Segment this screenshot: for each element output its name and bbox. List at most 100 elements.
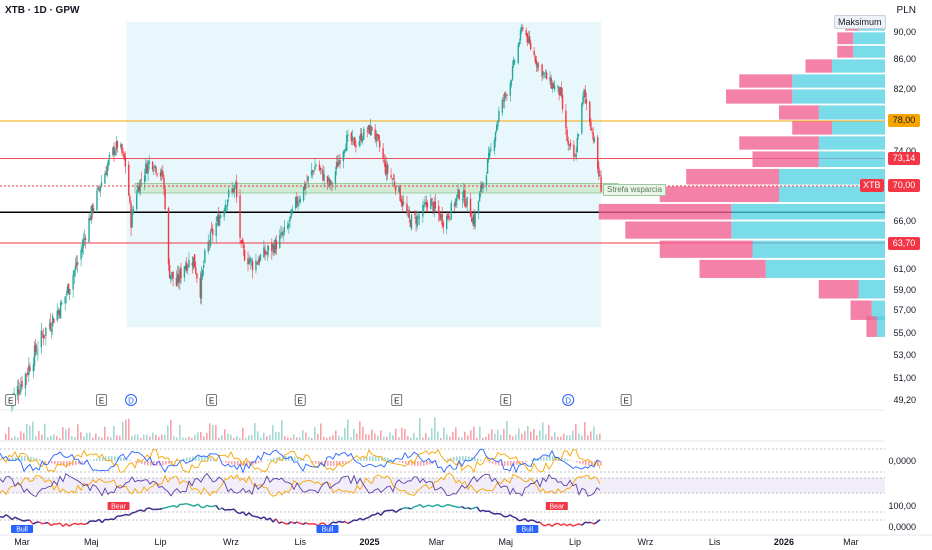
candle [418, 213, 421, 225]
candle-body [200, 274, 203, 299]
osc1-signal-line [0, 448, 601, 474]
candle [224, 199, 226, 214]
volume-bar [161, 434, 163, 440]
osc3-segment [569, 523, 574, 527]
candle [382, 143, 384, 164]
candle [184, 260, 187, 272]
candle-body [599, 174, 601, 177]
osc1-hist [234, 461, 236, 466]
candle-body [266, 251, 268, 255]
osc1-hist [402, 461, 404, 464]
candle [464, 183, 466, 208]
osc1-hist [36, 458, 38, 461]
candle-body [185, 262, 188, 271]
time-tick-label: Lis [709, 537, 721, 547]
candle-body [223, 210, 225, 217]
price-tick-label: 53,00 [893, 350, 916, 360]
volume-bar [419, 418, 421, 440]
time-tick-label: 2026 [774, 537, 794, 547]
volume-bar [500, 434, 502, 440]
candle [136, 189, 138, 211]
volume-bar [365, 434, 367, 440]
osc3-segment [107, 518, 112, 521]
osc1-hist [405, 461, 407, 465]
volume-bar [410, 437, 412, 440]
candle [390, 168, 392, 180]
candle-body [116, 141, 119, 148]
signal-label: Bear [545, 502, 568, 511]
candle [232, 188, 234, 194]
candle-body [179, 269, 181, 283]
candle-body [218, 216, 221, 226]
candle [567, 136, 569, 151]
candle-body [367, 125, 370, 131]
candle-body [178, 274, 180, 283]
candle-body [184, 265, 187, 269]
osc3-segment [233, 508, 238, 513]
candle-body [112, 147, 114, 156]
candle-body [259, 255, 262, 261]
candle [49, 313, 52, 332]
volume-bar [218, 437, 220, 440]
candle-body [600, 177, 602, 192]
volume-bar [233, 437, 235, 440]
candle [140, 171, 142, 187]
candle [416, 211, 418, 230]
candle [120, 142, 122, 150]
event-marker: E [5, 394, 17, 406]
volume-bar [521, 433, 523, 440]
candle-body [347, 134, 349, 136]
event-marker: D [562, 394, 575, 406]
candle-body [53, 318, 55, 323]
candle [550, 74, 552, 89]
volume-profile-label[interactable]: Maksimum [834, 15, 886, 29]
volume-bar [149, 436, 151, 440]
candle-body [528, 35, 531, 44]
osc1-hist [522, 461, 524, 464]
profile-bar-cyan [731, 203, 885, 220]
osc1-hist [510, 461, 512, 466]
osc3-segment [5, 514, 10, 518]
candle [329, 177, 331, 189]
candle-body [224, 204, 226, 213]
osc3-segment [428, 504, 433, 508]
candle [234, 180, 237, 189]
volume-bar [524, 430, 526, 440]
candle [383, 153, 385, 168]
candle-body [65, 293, 68, 295]
candle-body [343, 150, 346, 154]
osc3-segment [248, 512, 253, 517]
earnings-marker [620, 394, 632, 406]
candle [275, 235, 278, 256]
osc1-hist [201, 456, 203, 461]
osc1-hist [240, 461, 242, 466]
candle-body [210, 228, 213, 231]
candle [167, 206, 170, 272]
profile-bar-cyan [765, 259, 885, 278]
candle [178, 266, 180, 289]
volume-bar [584, 422, 586, 440]
candle-body [34, 343, 37, 353]
volume-bar [128, 418, 130, 440]
osc3-segment [119, 514, 124, 517]
osc1-hist [486, 461, 488, 462]
volume-bar [590, 431, 592, 440]
volume-bar [89, 432, 91, 440]
candle [250, 258, 253, 266]
candle [552, 81, 555, 89]
candle-body [249, 257, 251, 263]
osc3-segment [71, 522, 76, 526]
candle-body [113, 146, 115, 155]
osc3-segment [266, 517, 271, 521]
osc1-hist [96, 458, 98, 461]
osc3-segment [83, 522, 88, 526]
candle [408, 206, 410, 223]
candle [225, 205, 228, 212]
candle-body [406, 203, 408, 213]
candle-body [447, 213, 449, 218]
candle [155, 165, 157, 176]
candle [145, 159, 147, 182]
candle-body [203, 265, 205, 269]
candle-body [593, 138, 596, 142]
